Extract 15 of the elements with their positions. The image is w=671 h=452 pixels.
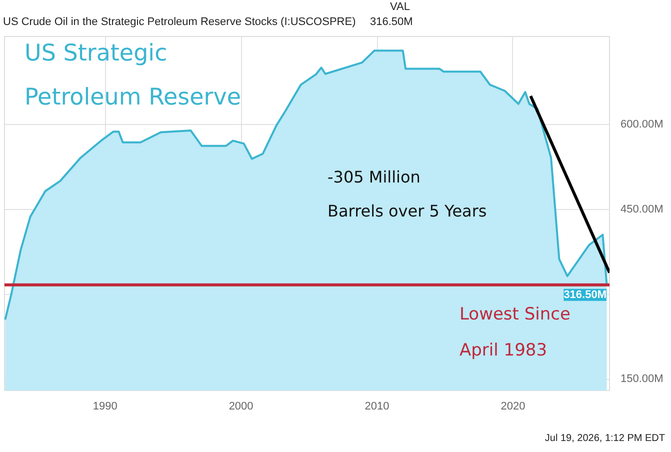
text: Jul 19, 2026, 1:12 PM EDT — [544, 432, 665, 446]
y-tick-label: 450.00M — [620, 203, 664, 216]
ref-line-label: 316.50M — [564, 288, 607, 301]
text: US Strategic Petroleum Reserve — [24, 40, 242, 110]
text: 316.50M — [370, 15, 413, 30]
annotation: -305 Million Barrels over 5 Years — [328, 167, 487, 220]
x-tick-label: 1990 — [92, 400, 118, 412]
annotation: Lowest Since April 1983 — [460, 304, 570, 360]
x-tick-label: 2010 — [364, 400, 390, 412]
chart-subtitle: US Crude Oil in the Strategic Petroleum Reserve Stocks (I:USCOSPRE) — [3, 15, 356, 30]
text: VAL — [390, 0, 410, 15]
y-tick-label: 600.00M — [620, 118, 664, 130]
x-tick-label: 2020 — [500, 400, 526, 412]
x-tick-label: 2000 — [228, 400, 254, 412]
y-tick-label: 150.00M — [620, 373, 664, 386]
